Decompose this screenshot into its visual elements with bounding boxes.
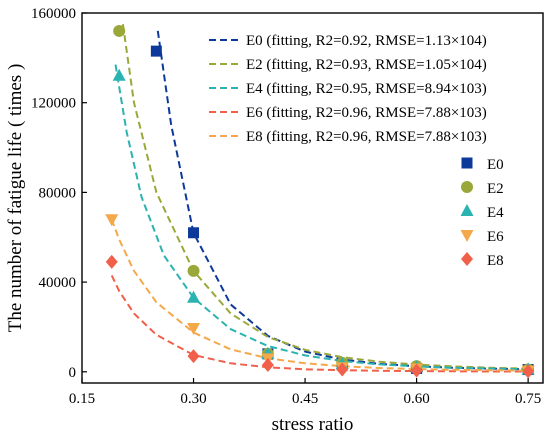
legend-marker-e2 — [461, 181, 473, 193]
y-tick-label: 0 — [69, 365, 77, 381]
data-markers — [105, 24, 535, 379]
data-point-e2 — [187, 264, 200, 277]
fit-curve-e4 — [114, 64, 529, 371]
data-point-e8 — [261, 358, 274, 373]
x-axis-label: stress ratio — [272, 414, 354, 435]
plot-frame — [81, 12, 544, 384]
legend-marker-e6 — [460, 230, 474, 242]
fit-curve-e2 — [121, 24, 529, 370]
legend: E0 (fitting, R2=0.92, RMSE=1.13×104) E2 (… — [209, 33, 504, 269]
legend-fit-label-e8: E8 (fitting, R2=0.96, RMSE=7.88×103) — [246, 129, 487, 145]
legend-marker-e4 — [460, 204, 474, 216]
data-point-e8 — [187, 349, 200, 364]
data-point-e6 — [105, 214, 119, 227]
data-point-e8 — [336, 362, 349, 377]
fit-curve-e8 — [110, 218, 529, 372]
y-tick-label: 80000 — [39, 185, 77, 201]
legend-marker-e8 — [461, 252, 473, 266]
fit-curves — [110, 24, 529, 373]
legend-marker-label-e0: E0 — [487, 157, 504, 173]
y-tick-label: 40000 — [39, 275, 77, 291]
data-point-e0 — [150, 45, 162, 57]
legend-marker-label-e8: E8 — [487, 253, 504, 269]
data-point-e6 — [187, 323, 201, 336]
data-point-e4 — [187, 290, 201, 303]
data-point-e8 — [410, 363, 423, 378]
x-tick-label: 0.60 — [403, 391, 429, 407]
legend-fit-label-e4: E4 (fitting, R2=0.95, RMSE=8.94×103) — [246, 81, 487, 97]
data-point-e8 — [105, 254, 118, 269]
legend-fit-label-e6: E6 (fitting, R2=0.96, RMSE=7.88×103) — [246, 105, 487, 121]
legend-marker-label-e2: E2 — [487, 181, 504, 197]
data-point-e8 — [522, 364, 535, 379]
x-tick-label: 0.30 — [180, 391, 206, 407]
legend-marker-label-e4: E4 — [487, 205, 504, 221]
fit-curve-e6 — [110, 274, 529, 373]
x-tick-label: 0.75 — [515, 391, 541, 407]
y-tick-label: 120000 — [31, 96, 76, 112]
y-tick-label: 160000 — [31, 6, 76, 22]
data-point-e2 — [113, 24, 126, 37]
x-tick-label: 0.15 — [69, 391, 95, 407]
legend-fit-label-e2: E2 (fitting, R2=0.93, RMSE=1.05×104) — [246, 57, 487, 73]
data-point-e0 — [188, 227, 200, 239]
axis-ticks: 0.15 0.30 0.45 0.60 0.75 0 40000 80000 120000 160… — [31, 6, 541, 407]
y-axis-label: The number of fatigue life ( times ) — [5, 64, 26, 333]
legend-marker-label-e6: E6 — [487, 229, 504, 245]
x-tick-label: 0.45 — [292, 391, 318, 407]
data-point-e4 — [112, 68, 126, 81]
legend-marker-e0 — [461, 157, 473, 169]
legend-fit-label-e0: E0 (fitting, R2=0.92, RMSE=1.13×104) — [246, 33, 487, 49]
